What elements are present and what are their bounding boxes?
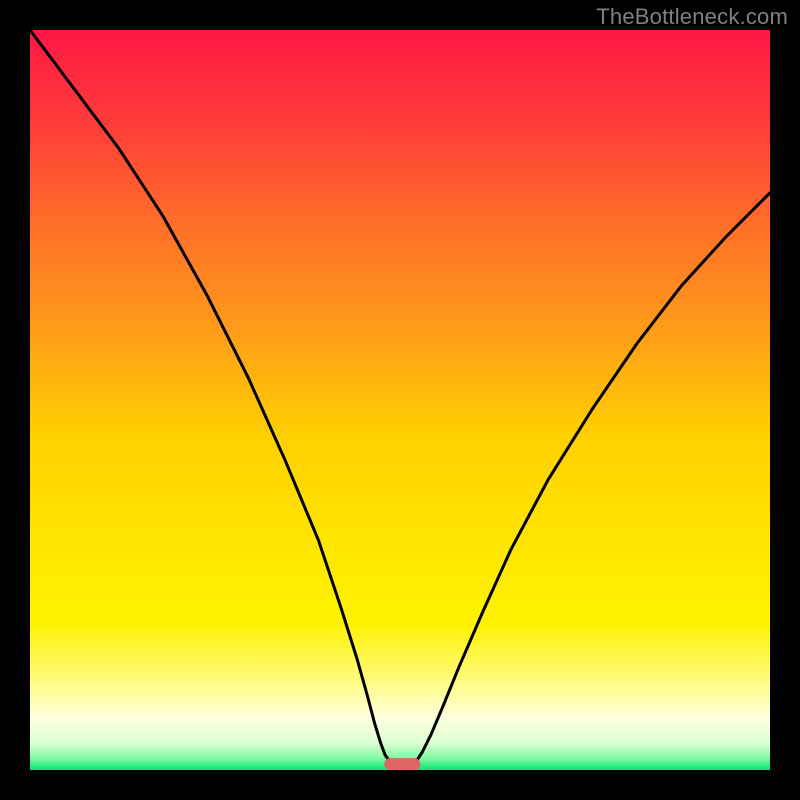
frame-border-right [770, 0, 800, 800]
plot-area [30, 30, 770, 770]
dip-marker [384, 758, 420, 770]
chart-frame: TheBottleneck.com [0, 0, 800, 800]
watermark-text: TheBottleneck.com [596, 4, 788, 30]
frame-border-left [0, 0, 30, 800]
frame-border-bottom [0, 770, 800, 800]
bottleneck-curve [30, 30, 770, 770]
